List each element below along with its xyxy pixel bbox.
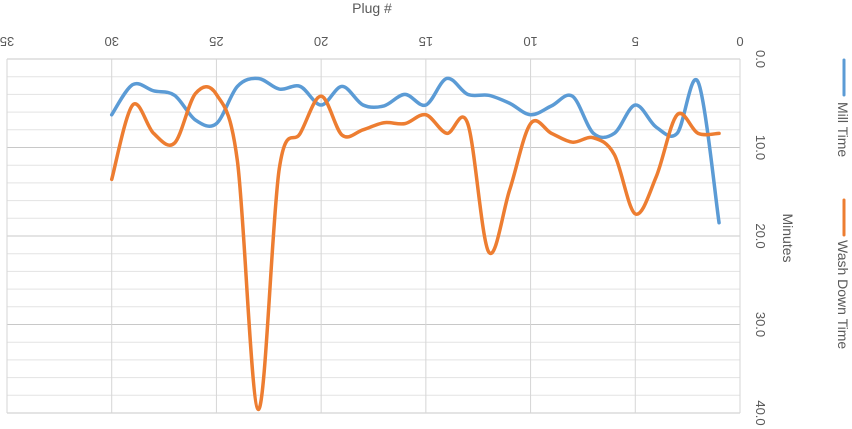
x-tick-label: 30 (104, 34, 118, 49)
y-tick-label: 40.0 (753, 400, 768, 425)
y-tick-label: 0.0 (753, 50, 768, 68)
x-tick-label: 20 (314, 34, 328, 49)
tick-labels: 0 5 10 15 20 25 30 35 0.0 10.0 20.0 30.0 40.0 (0, 34, 768, 426)
series-lines (109, 76, 721, 412)
gridlines (6, 58, 741, 414)
x-tick-label: 25 (209, 34, 223, 49)
series-line-wash-down-time (109, 84, 721, 412)
x-tick-label: 10 (523, 34, 537, 49)
x-tick-label: 5 (632, 34, 639, 49)
x-axis-title: Plug # (352, 0, 392, 16)
x-tick-label: 35 (0, 34, 14, 49)
y-tick-label: 20.0 (753, 223, 768, 248)
x-tick-label: 15 (419, 34, 433, 49)
y-tick-label: 30.0 (753, 312, 768, 337)
y-tick-label: 10.0 (753, 135, 768, 160)
series-line-mill-time (109, 76, 721, 225)
x-tick-label: 0 (736, 34, 743, 49)
legend-label-wash-down-time: Wash Down Time (835, 240, 851, 349)
y-axis-title: Minutes (780, 213, 796, 262)
legend-label-mill-time: Mill Time (835, 102, 851, 157)
legend: Mill Time Wash Down Time (835, 58, 851, 349)
